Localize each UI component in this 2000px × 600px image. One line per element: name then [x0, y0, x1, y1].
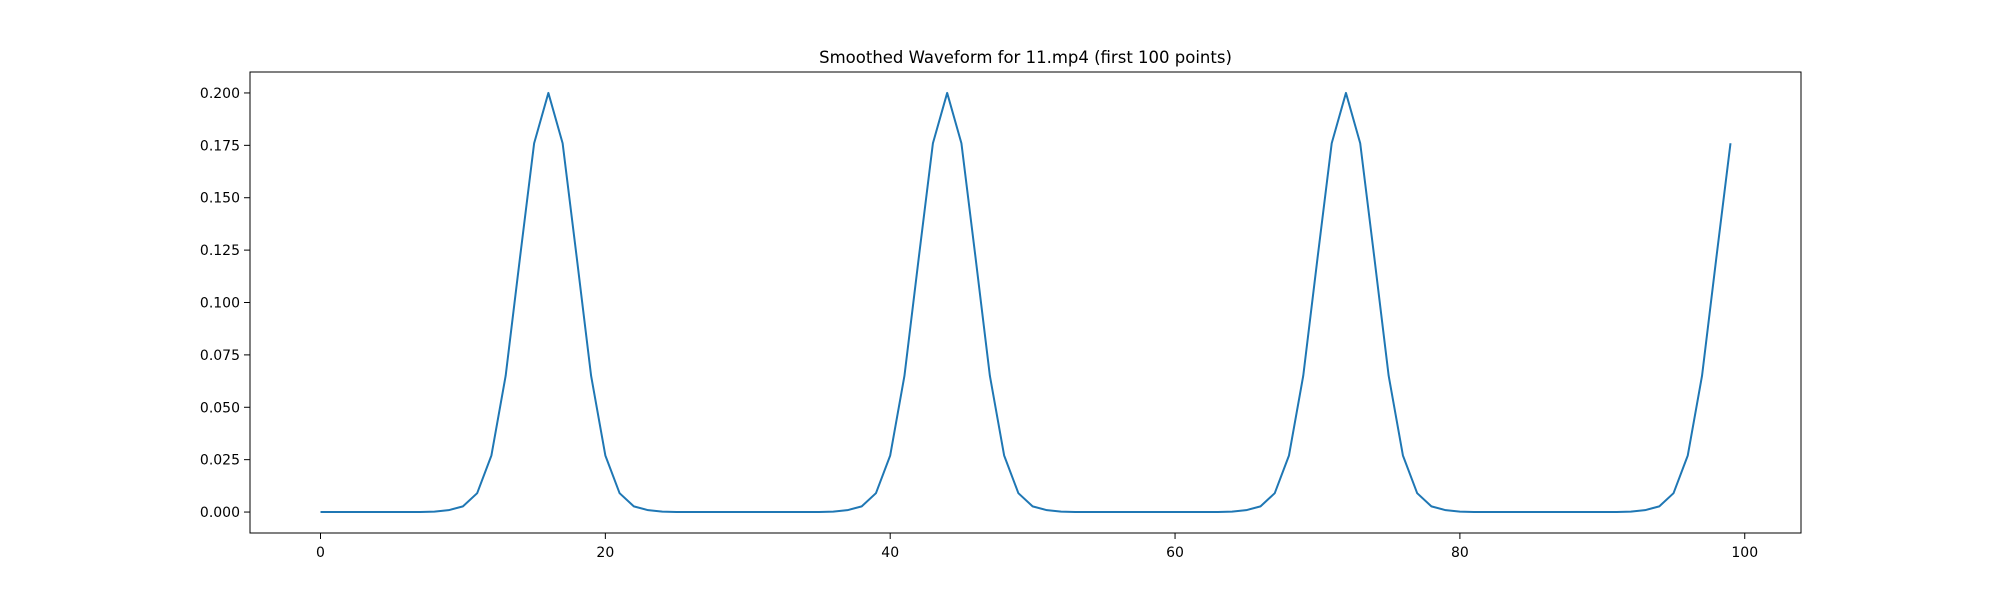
x-axis: 0 20 40 60 80 100: [316, 533, 1758, 561]
y-tick-label: 0.150: [200, 191, 240, 207]
x-tick-label: 0: [316, 545, 325, 561]
y-tick-label: 0.100: [200, 296, 240, 312]
x-tick-label: 80: [1451, 545, 1469, 561]
y-tick-label: 0.050: [200, 400, 240, 416]
chart-title: Smoothed Waveform for 11.mp4 (first 100 …: [819, 48, 1232, 67]
y-axis: 0.000 0.025 0.050 0.075 0.100 0.125 0.150 0.175…: [200, 86, 250, 521]
y-tick-label: 0.125: [200, 243, 240, 259]
plot-area: [320, 91, 1732, 514]
x-tick-label: 100: [1731, 545, 1758, 561]
y-tick-label: 0.000: [200, 505, 240, 521]
y-tick-label: 0.075: [200, 348, 240, 364]
x-tick-label: 20: [596, 545, 614, 561]
x-tick-label: 40: [881, 545, 899, 561]
y-tick-label: 0.200: [200, 86, 240, 102]
y-tick-label: 0.175: [200, 138, 240, 154]
series-line-0: [320, 91, 1732, 514]
y-tick-label: 0.025: [200, 453, 240, 469]
axes-frame: [249, 71, 1802, 534]
x-tick-label: 60: [1166, 545, 1184, 561]
